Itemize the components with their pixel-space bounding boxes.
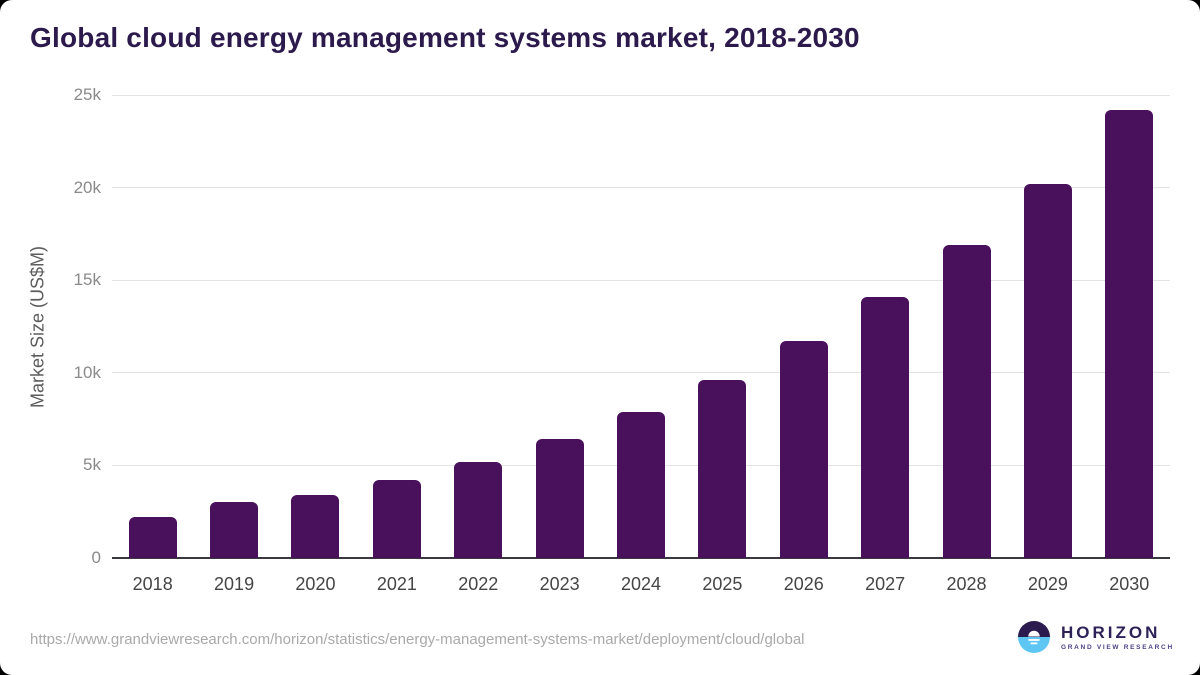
y-tick-label-20k: 20k: [73, 177, 101, 197]
x-tick-label-2027: 2027: [865, 574, 906, 594]
brand-tagline: GRAND VIEW RESEARCH: [1061, 643, 1174, 651]
bar-2018[interactable]: [128, 517, 177, 558]
bar-2023[interactable]: [535, 439, 584, 558]
bar-2021[interactable]: [372, 480, 421, 558]
source-url: https://www.grandviewresearch.com/horizo…: [30, 631, 805, 648]
bar-2028[interactable]: [942, 245, 991, 558]
bar-2022[interactable]: [454, 461, 503, 558]
x-tick-label-2026: 2026: [783, 574, 824, 594]
gridline-15k: [112, 279, 1170, 281]
bar-2025[interactable]: [698, 380, 747, 558]
x-tick-label-2028: 2028: [946, 574, 987, 594]
x-tick-label-2021: 2021: [376, 574, 417, 594]
bar-2026[interactable]: [779, 341, 828, 558]
x-tick-label-2018: 2018: [132, 574, 173, 594]
x-tick-label-2023: 2023: [539, 574, 580, 594]
x-tick-label-2029: 2029: [1027, 574, 1068, 594]
y-tick-label-5k: 5k: [83, 455, 101, 475]
brand-text: HORIZON GRAND VIEW RESEARCH: [1061, 622, 1174, 651]
chart-title: Global cloud energy management systems m…: [30, 22, 860, 53]
x-tick-label-2022: 2022: [458, 574, 499, 594]
y-tick-label-0: 0: [91, 548, 101, 567]
bar-2024[interactable]: [617, 411, 665, 558]
gridline-25k: [112, 94, 1170, 96]
x-tick-label-2025: 2025: [702, 574, 743, 594]
brand-logo: HORIZON GRAND VIEW RESEARCH: [1018, 621, 1174, 653]
y-tick-label-25k: 25k: [73, 85, 101, 104]
y-tick-label-10k: 10k: [73, 362, 101, 382]
x-axis-line: [112, 557, 1170, 559]
bar-2019[interactable]: [210, 502, 259, 558]
horizon-logo-icon: [1018, 621, 1050, 653]
bar-2027[interactable]: [861, 296, 910, 558]
bar-2020[interactable]: [291, 495, 340, 558]
bar-2030[interactable]: [1105, 109, 1154, 558]
brand-name: HORIZON: [1061, 622, 1161, 642]
x-tick-label-2019: 2019: [214, 574, 255, 594]
gridline-20k: [112, 187, 1170, 189]
x-tick-label-2024: 2024: [620, 574, 662, 594]
x-tick-label-2030: 2030: [1109, 574, 1150, 594]
x-tick-label-2020: 2020: [295, 574, 336, 594]
y-tick-label-15k: 15k: [73, 270, 101, 290]
gridline-10k: [112, 372, 1170, 374]
bar-2029[interactable]: [1023, 183, 1072, 558]
